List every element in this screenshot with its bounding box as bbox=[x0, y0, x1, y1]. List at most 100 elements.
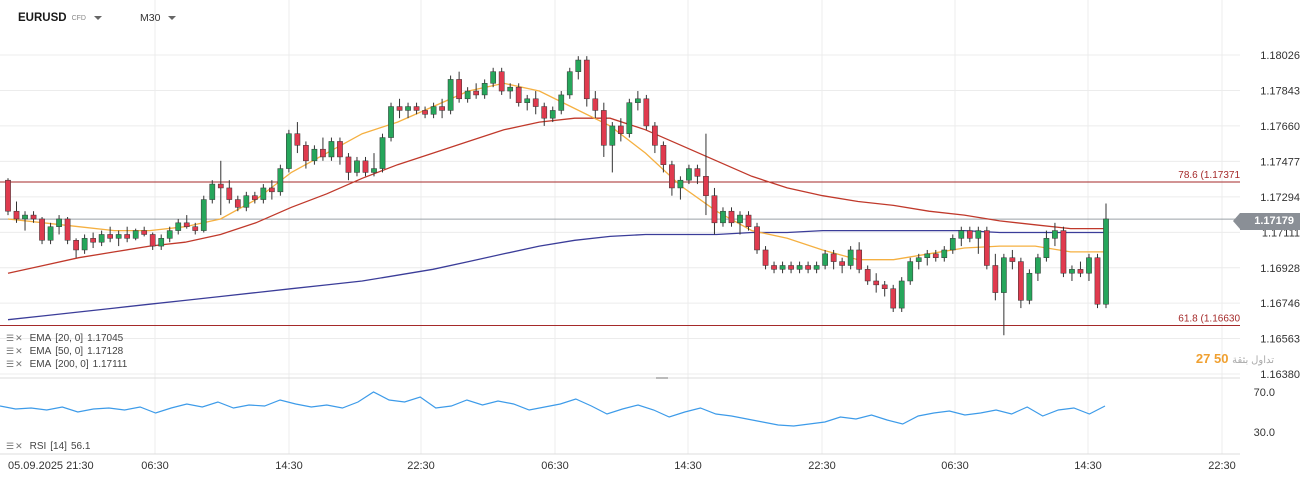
candle-body bbox=[983, 230, 990, 266]
fib-level-label: 61.8 (1.16630 bbox=[1178, 314, 1240, 325]
candle-body bbox=[864, 269, 871, 282]
indicator-legend-rsi[interactable]: ☰✕ RSI [14] 56.1 bbox=[6, 441, 91, 452]
time-tick-label: 22:30 bbox=[1208, 460, 1236, 472]
settings-icon[interactable]: ☰✕ bbox=[6, 441, 24, 451]
candle-body bbox=[694, 168, 701, 177]
symbol-selector[interactable]: EURUSD CFD bbox=[18, 12, 102, 24]
candle-body bbox=[47, 226, 54, 241]
candle bbox=[490, 67, 497, 88]
time-axis[interactable]: 05.09.2025 21:30 06:30 14:30 22:30 06:30 14:3… bbox=[8, 460, 1236, 472]
candle-body bbox=[686, 168, 692, 181]
candle-body bbox=[711, 195, 718, 224]
candle-body bbox=[762, 249, 769, 266]
candle-body bbox=[1077, 269, 1084, 274]
indicator-legend-ema50[interactable]: ☰✕ EMA [50, 0] 1.17128 bbox=[6, 346, 124, 357]
candle bbox=[737, 211, 743, 235]
candle bbox=[949, 234, 956, 254]
candle-body bbox=[703, 176, 709, 196]
candle bbox=[47, 222, 54, 245]
promo-watermark: تداول بثقة 50 27 bbox=[1195, 351, 1274, 366]
current-price-badge: 1.17179 bbox=[1233, 213, 1300, 230]
settings-icon[interactable]: ☰✕ bbox=[6, 359, 24, 369]
candle-body bbox=[337, 141, 343, 158]
candle bbox=[456, 71, 462, 103]
candle-body bbox=[626, 102, 633, 134]
candle-body bbox=[1001, 257, 1007, 293]
candle-body bbox=[839, 261, 845, 266]
time-tick-label: 06:30 bbox=[541, 460, 569, 472]
settings-icon[interactable]: ☰✕ bbox=[6, 333, 24, 343]
candle-body bbox=[64, 218, 71, 241]
candle-body bbox=[5, 179, 11, 212]
candle-body bbox=[788, 265, 794, 270]
timeframe-selector[interactable]: M30 bbox=[140, 12, 177, 24]
ema-lines bbox=[7, 82, 1106, 321]
ema200-line bbox=[7, 229, 1106, 321]
candle-body bbox=[303, 145, 309, 162]
candle-body bbox=[388, 106, 394, 138]
candle-body bbox=[354, 160, 360, 173]
candle-body bbox=[1052, 230, 1058, 239]
candle bbox=[149, 232, 156, 250]
candle-body bbox=[149, 234, 156, 247]
candle-body bbox=[269, 187, 275, 193]
candle bbox=[226, 180, 233, 204]
candle bbox=[388, 102, 394, 142]
candle bbox=[183, 215, 190, 229]
candle-body bbox=[915, 257, 922, 262]
candle bbox=[609, 122, 616, 173]
candle-body bbox=[115, 234, 122, 239]
candle-body bbox=[311, 148, 318, 162]
candle bbox=[1052, 222, 1058, 247]
time-tick-label: 14:30 bbox=[275, 460, 303, 472]
candle bbox=[975, 226, 982, 254]
candle bbox=[81, 234, 88, 254]
candle bbox=[566, 67, 573, 99]
candle-body bbox=[362, 160, 369, 173]
candle-body bbox=[856, 249, 863, 270]
candle bbox=[132, 228, 139, 241]
candle bbox=[277, 164, 284, 196]
candle bbox=[464, 87, 471, 103]
candle bbox=[669, 160, 675, 196]
candle-body bbox=[124, 234, 131, 239]
settings-icon[interactable]: ☰✕ bbox=[6, 346, 24, 356]
candle-body bbox=[941, 249, 948, 258]
candle bbox=[1077, 261, 1084, 278]
candle-body bbox=[669, 164, 675, 189]
candle-body bbox=[728, 210, 735, 224]
candle bbox=[141, 226, 148, 237]
indicator-legend-ema20[interactable]: ☰✕ EMA [20, 0] 1.17045 bbox=[6, 333, 124, 344]
candle bbox=[524, 94, 531, 111]
time-tick-label: 06:30 bbox=[941, 460, 969, 472]
time-tick-label: 22:30 bbox=[407, 460, 435, 472]
candle bbox=[98, 230, 105, 247]
candle-body bbox=[422, 110, 428, 115]
candle-body bbox=[592, 98, 599, 111]
candle-body bbox=[81, 238, 88, 251]
candle bbox=[345, 153, 352, 181]
candle-body bbox=[575, 59, 582, 72]
candle bbox=[881, 280, 888, 297]
candle bbox=[541, 102, 548, 126]
panel-resize-handle[interactable] bbox=[656, 377, 668, 379]
price-axis[interactable]: 1.18026 1.17843 1.17660 1.17477 1.17294 1.171… bbox=[1260, 50, 1300, 381]
candle-body bbox=[958, 230, 965, 239]
candle-body bbox=[158, 238, 165, 247]
candle-body bbox=[481, 83, 488, 96]
candle bbox=[600, 102, 607, 157]
candle bbox=[1009, 249, 1016, 270]
candle-body bbox=[737, 214, 743, 224]
indicator-legend-ema200[interactable]: ☰✕ EMA [200, 0] 1.17111 bbox=[6, 359, 128, 370]
candle bbox=[873, 273, 880, 293]
candle-body bbox=[251, 195, 258, 200]
candle bbox=[5, 178, 11, 216]
candle-body bbox=[549, 110, 556, 119]
candle-body bbox=[183, 222, 190, 227]
candle bbox=[915, 253, 922, 270]
candle-body bbox=[439, 106, 445, 111]
candle-body bbox=[39, 218, 45, 241]
candle bbox=[243, 191, 250, 212]
candle bbox=[303, 141, 309, 169]
